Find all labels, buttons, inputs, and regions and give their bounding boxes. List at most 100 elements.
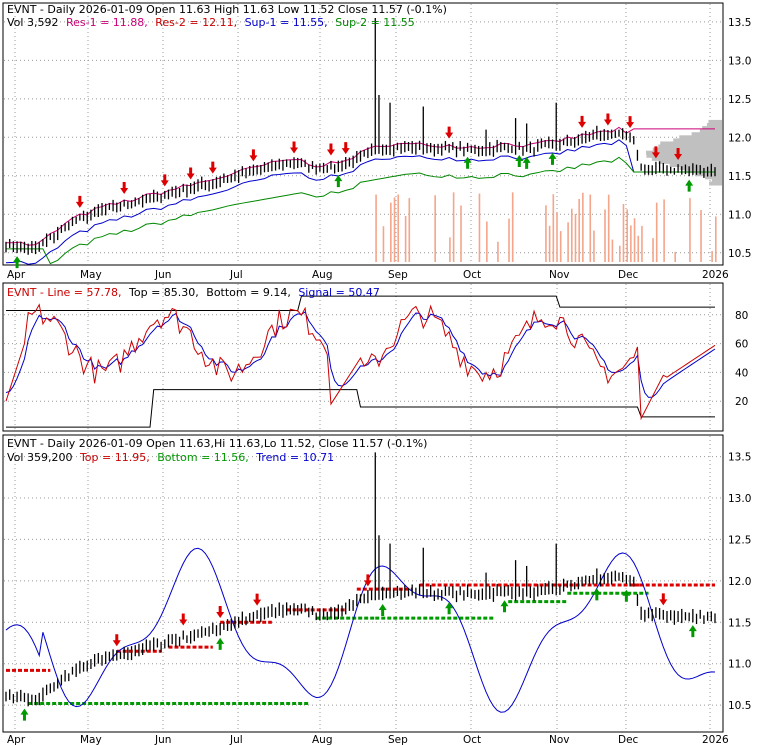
bottom-readout: Bottom = 9.14, xyxy=(206,286,291,299)
volume-bar xyxy=(715,216,717,262)
volume-profile-bar xyxy=(694,172,722,177)
trend-header-line2: Vol 359,200 Top = 11.95, Bottom = 11.56,… xyxy=(7,451,334,464)
trend-header-line1: EVNT - Daily 2026-01-09 Open 11.63,Hi 11… xyxy=(7,437,427,450)
trend-tick-label: 12.5 xyxy=(728,534,751,546)
price-header-line2: Vol 3,592 Res-1 = 11.88, Res-2 = 12.11, … xyxy=(7,16,415,29)
signal-readout: Signal = 50.47 xyxy=(298,286,380,299)
up-arrow xyxy=(515,155,524,168)
volume-bar xyxy=(408,198,411,262)
down-arrow xyxy=(186,167,195,180)
price-bars xyxy=(5,18,716,255)
sup2-readout: Sup-2 = 11.55 xyxy=(335,16,415,29)
price-tick-label: 11.0 xyxy=(728,209,751,221)
trend-down-arrow xyxy=(216,605,225,618)
volume-bar xyxy=(390,202,392,262)
volume-profile-bar xyxy=(658,144,722,149)
down-arrow xyxy=(326,143,335,156)
month-label: Sep xyxy=(388,269,408,281)
volume-bar xyxy=(607,194,610,262)
trend-up-arrow xyxy=(592,588,601,601)
trend-bottom-readout: Bottom = 11.56, xyxy=(157,451,249,464)
oscillator-tick-label: 40 xyxy=(735,367,748,379)
volume-bar xyxy=(570,208,573,262)
volume-bar xyxy=(478,193,481,262)
volume-profile-bar xyxy=(691,132,722,137)
trend-down-arrow xyxy=(253,593,262,606)
volume-profile-bar xyxy=(651,156,722,161)
down-arrow xyxy=(626,116,635,129)
volume-bars xyxy=(375,192,717,262)
oscillator-lines xyxy=(5,295,716,428)
trend-up-arrow xyxy=(500,600,509,613)
trend-month-labels: Apr May Jun Jul Aug Sep Oct Nov Dec 2026 xyxy=(7,734,729,745)
trend-up-arrow xyxy=(20,708,29,721)
volume-profile-bar xyxy=(669,163,722,168)
trend-panel: 10.5 11.0 11.5 12.0 12.5 13.0 13.5 Apr May Jun Ju… xyxy=(2,434,751,745)
price-panel-frame xyxy=(2,2,724,266)
oscillator-panel-frame xyxy=(2,282,724,432)
volume-profile-bar xyxy=(646,150,722,155)
volume-bar xyxy=(393,197,396,262)
volume-profile-bar xyxy=(652,147,722,152)
volume-bar xyxy=(582,192,584,262)
trend-value-readout: Trend = 10.71 xyxy=(255,451,334,464)
month-label: Oct xyxy=(463,269,481,281)
trend-tick-label: 12.0 xyxy=(728,576,751,588)
volume-bar xyxy=(452,192,455,262)
down-arrow xyxy=(578,115,587,128)
volume-bar xyxy=(626,209,628,262)
trend-volume-readout: Vol 359,200 xyxy=(7,451,72,464)
down-arrow xyxy=(249,149,258,162)
price-panel: 10.5 11.0 11.5 12.0 12.5 13.0 13.5 Apr May Jun Ju… xyxy=(2,2,751,281)
volume-bar xyxy=(559,231,562,262)
trend-up-arrow xyxy=(378,604,387,617)
trend-up-arrow xyxy=(216,637,225,650)
trend-down-arrow xyxy=(363,574,372,587)
down-arrow xyxy=(603,113,612,126)
trend-up-arrow xyxy=(445,602,454,615)
down-arrow xyxy=(341,142,350,155)
volume-profile-bar xyxy=(699,129,722,134)
line-readout: EVNT - Line = 57.78, xyxy=(7,286,122,299)
volume-profile-bar xyxy=(705,175,722,180)
down-arrow xyxy=(120,182,129,195)
volume-profile-bar xyxy=(646,153,722,158)
month-label: Dec xyxy=(618,269,639,281)
trend-tick-label: 10.5 xyxy=(728,700,751,712)
up-arrow xyxy=(522,156,531,169)
volume-bar xyxy=(397,194,400,262)
trend-tick-label: 11.5 xyxy=(728,617,751,629)
sup2-line xyxy=(6,156,715,265)
month-label: Nov xyxy=(549,269,570,281)
volume-profile-bar xyxy=(658,159,722,164)
down-arrow xyxy=(160,174,169,187)
oscillator-top-line xyxy=(6,295,715,311)
volume-bar xyxy=(711,251,713,262)
volume-bar xyxy=(674,251,676,262)
volume-bar xyxy=(434,195,436,262)
trend-tick-label: 13.5 xyxy=(728,452,751,464)
volume-bar xyxy=(652,238,654,262)
down-arrow xyxy=(445,126,454,139)
volume-bar xyxy=(663,199,665,262)
oscillator-tick-label: 60 xyxy=(735,339,748,351)
price-axis-labels: 10.5 11.0 11.5 12.0 12.5 13.0 13.5 xyxy=(728,17,751,260)
price-header-line1: EVNT - Daily 2026-01-09 Open 11.63 High … xyxy=(7,3,447,16)
volume-bar xyxy=(545,205,547,262)
trend-down-arrow xyxy=(112,634,121,647)
trend-month-label: Sep xyxy=(388,734,408,745)
volume-bar xyxy=(497,241,499,262)
trend-signal-arrows xyxy=(20,574,697,721)
volume-bar xyxy=(548,225,551,262)
price-tick-label: 12.5 xyxy=(728,94,751,106)
down-arrow xyxy=(208,161,217,174)
trend-up-arrow xyxy=(622,589,631,602)
volume-profile-bar xyxy=(711,178,722,183)
volume-bar xyxy=(633,218,636,262)
up-arrow xyxy=(463,156,472,169)
volume-bar xyxy=(486,221,488,262)
volume-bar xyxy=(449,237,451,262)
res2-readout: Res-2 = 12.11, xyxy=(155,16,237,29)
trend-month-label: 2026 xyxy=(702,734,729,745)
